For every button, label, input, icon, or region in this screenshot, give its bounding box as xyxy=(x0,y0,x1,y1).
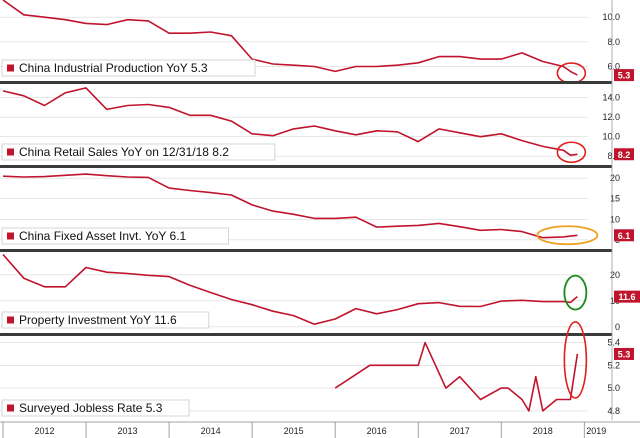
legend-swatch xyxy=(7,316,14,324)
last-value-label: 5.3 xyxy=(618,349,631,359)
x-year-label: 2018 xyxy=(533,426,553,436)
x-year-label: 2017 xyxy=(450,426,470,436)
legend-box xyxy=(1,59,256,77)
highlight-circle xyxy=(556,62,587,84)
legend-label: Property Investment YoY 11.6 xyxy=(19,313,177,327)
last-value-badge xyxy=(614,69,634,82)
y-tick-label: 8.0 xyxy=(607,151,620,161)
legend-swatch xyxy=(7,64,14,72)
last-value-badge xyxy=(614,148,634,161)
highlight-ellipse xyxy=(536,225,599,246)
last-value-label: 11.6 xyxy=(618,292,635,302)
panel-separator xyxy=(0,81,612,84)
x-year-label: 2015 xyxy=(284,426,304,436)
y-tick-label: 5.2 xyxy=(607,360,620,370)
legend-series-name: China Industrial Production YoY xyxy=(19,61,188,75)
legend-label: China Retail Sales YoY on 12/31/18 8.2 xyxy=(19,145,229,159)
y-tick-label: 6.0 xyxy=(607,61,620,71)
x-year-label: 2013 xyxy=(118,426,138,436)
y-tick-label: 12.0 xyxy=(602,112,620,122)
last-value-label: 8.2 xyxy=(618,150,631,160)
panel-separator xyxy=(0,333,612,336)
series-line xyxy=(2,253,578,326)
series-line xyxy=(2,87,578,156)
legend-series-value: 5.3 xyxy=(188,61,208,75)
legend-label: China Industrial Production YoY 5.3 xyxy=(19,61,208,75)
y-tick-label: 20 xyxy=(610,173,620,183)
legend-box xyxy=(1,399,190,417)
last-value-label: 6.1 xyxy=(618,231,631,241)
y-tick-label: 15 xyxy=(610,194,620,204)
y-tick-label: 20 xyxy=(610,270,620,280)
series-line xyxy=(2,173,578,239)
x-year-label: 2014 xyxy=(201,426,221,436)
legend-series-name: China Fixed Asset Invt. YoY xyxy=(19,229,166,243)
y-tick-label: 10.0 xyxy=(602,12,620,22)
x-year-label: 2019 xyxy=(586,426,606,436)
x-year-label: 2012 xyxy=(35,426,55,436)
highlight-circle xyxy=(556,141,587,164)
y-tick-label: 4.8 xyxy=(607,406,620,416)
y-tick-label: 5.0 xyxy=(607,383,620,393)
highlight-circle xyxy=(563,321,588,399)
y-tick-label: 10.0 xyxy=(602,132,620,142)
series-line xyxy=(2,0,578,76)
legend-series-value: 6.1 xyxy=(166,229,186,243)
last-value-badge xyxy=(614,347,634,360)
series-line xyxy=(334,341,579,412)
legend-swatch xyxy=(7,148,14,156)
legend-box xyxy=(1,311,210,329)
legend-swatch xyxy=(7,232,14,240)
panel-separator xyxy=(0,249,612,252)
panel-separator xyxy=(0,165,612,168)
legend-series-value: 8.2 xyxy=(209,145,229,159)
y-tick-label: 10 xyxy=(610,214,620,224)
legend-series-value: 11.6 xyxy=(151,313,177,327)
last-value-label: 5.3 xyxy=(618,71,631,81)
y-tick-label: 0 xyxy=(615,322,620,332)
last-value-badge xyxy=(614,290,640,303)
y-tick-label: 8.0 xyxy=(607,37,620,47)
legend-label: China Fixed Asset Invt. YoY 6.1 xyxy=(19,229,187,243)
legend-label: Surveyed Jobless Rate 5.3 xyxy=(19,401,163,415)
legend-box xyxy=(1,227,230,245)
last-value-badge xyxy=(614,229,634,242)
highlight-circle xyxy=(563,274,588,311)
legend-series-name: Property Investment YoY xyxy=(19,313,151,327)
legend-series-name: Surveyed Jobless Rate xyxy=(19,401,143,415)
legend-series-value: 5.3 xyxy=(142,401,162,415)
y-tick-label: 5.4 xyxy=(607,338,620,348)
y-tick-label: 14.0 xyxy=(602,93,620,103)
legend-box xyxy=(1,143,276,161)
x-year-label: 2016 xyxy=(367,426,387,436)
legend-swatch xyxy=(7,404,14,412)
legend-series-name: China Retail Sales YoY on 12/31/18 xyxy=(19,145,209,159)
